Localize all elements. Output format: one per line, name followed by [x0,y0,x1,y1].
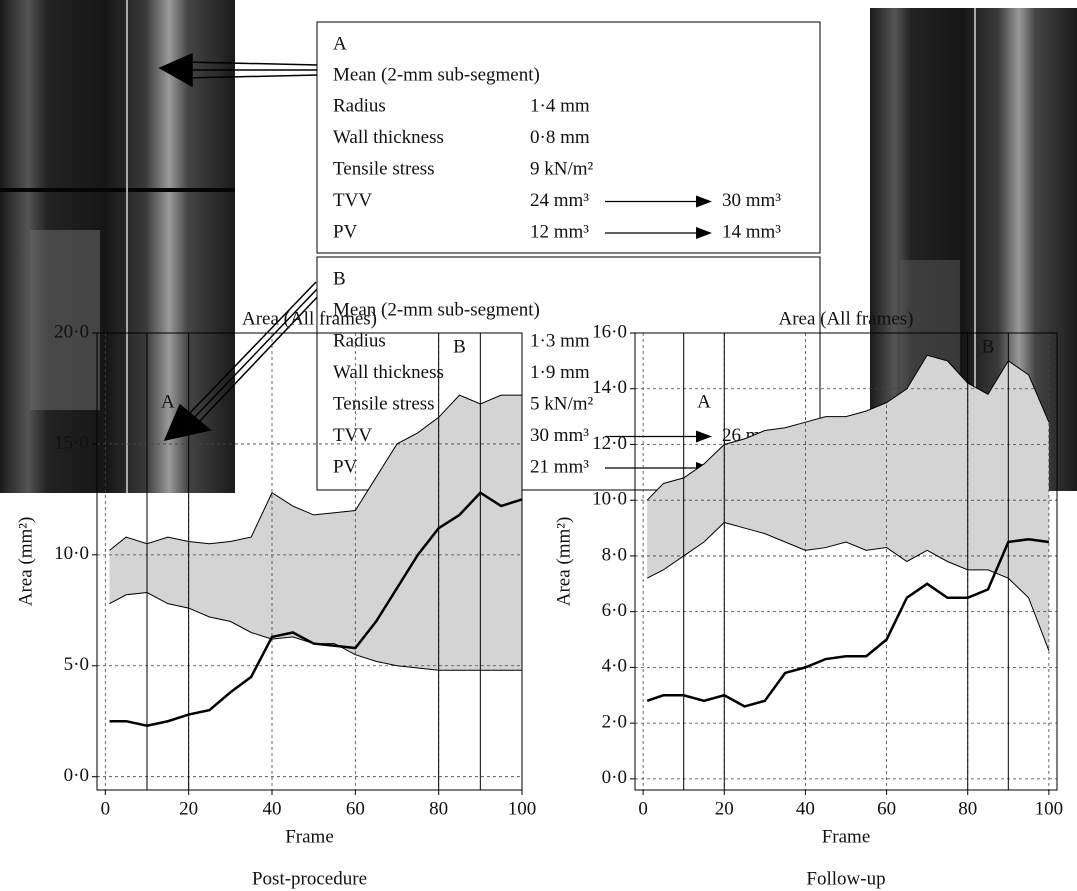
x-tick-label: 20 [179,798,198,819]
y-tick-label: 16·0 [592,321,627,342]
x-tick-label: 80 [429,798,448,819]
region-label: A [161,391,175,412]
row-label: PV [333,456,358,477]
row-value: 30 mm³ [530,425,589,446]
arrow-a [160,54,318,86]
region-label: B [982,336,995,357]
y-axis-label: Area (mm²) [553,517,574,607]
row-value-after: 14 mm³ [722,221,781,242]
row-value: 12 mm³ [530,221,589,242]
x-tick-label: 100 [508,798,537,819]
row-label: Wall thickness [333,362,444,383]
row-value: 1·9 mm [530,362,590,383]
row-value: 21 mm³ [530,456,589,477]
y-tick-label: 14·0 [592,377,627,398]
chart-caption: Follow-up [806,868,885,889]
x-axis-label: Frame [285,826,334,847]
x-tick-label: 0 [101,798,111,819]
row-label: Radius [333,330,386,351]
x-axis-label: Frame [822,826,871,847]
x-tick-label: 60 [877,798,896,819]
ivus-image-left [0,0,235,493]
y-tick-label: 20·0 [54,321,89,342]
box-label: B [333,268,346,289]
row-value: 1·3 mm [530,330,590,351]
y-tick-label: 10·0 [592,489,627,510]
row-label: TVV [333,190,372,211]
row-label: Tensile stress [333,393,435,414]
y-tick-label: 12·0 [592,433,627,454]
x-tick-label: 100 [1035,798,1064,819]
row-value: 1·4 mm [530,95,590,116]
figure: A Mean (2-mm sub-segment) Radius 1·4 mm Wall… [0,0,1077,891]
row-label: Radius [333,95,386,116]
region-label: B [453,336,466,357]
x-tick-label: 20 [715,798,734,819]
x-tick-label: 0 [638,798,648,819]
row-value: 24 mm³ [530,190,589,211]
y-tick-label: 5·0 [64,654,89,675]
y-tick-label: 8·0 [602,544,627,565]
row-label: PV [333,221,358,242]
y-tick-label: 0·0 [64,765,89,786]
chart-title: Area (All frames) [242,308,377,329]
box-label: A [333,33,347,54]
chart-caption: Post-procedure [252,868,367,889]
box-heading: Mean (2-mm sub-segment) [333,64,540,85]
y-tick-label: 0·0 [602,767,627,788]
x-tick-label: 60 [346,798,365,819]
row-value: 0·8 mm [530,127,590,148]
y-axis-label: Area (mm²) [15,517,36,607]
x-tick-label: 80 [958,798,977,819]
row-value: 5 kN/m² [530,393,594,414]
y-tick-label: 10·0 [54,543,89,564]
x-tick-label: 40 [796,798,815,819]
row-label: Tensile stress [333,158,435,179]
region-label: A [697,391,711,412]
row-label: TVV [333,425,372,446]
y-tick-label: 2·0 [602,711,627,732]
row-value-after: 30 mm³ [722,190,781,211]
y-tick-label: 6·0 [602,600,627,621]
row-value: 9 kN/m² [530,158,594,179]
x-tick-label: 40 [263,798,282,819]
y-tick-label: 15·0 [54,432,89,453]
y-tick-label: 4·0 [602,656,627,677]
chart-title: Area (All frames) [778,308,913,329]
row-label: Wall thickness [333,127,444,148]
